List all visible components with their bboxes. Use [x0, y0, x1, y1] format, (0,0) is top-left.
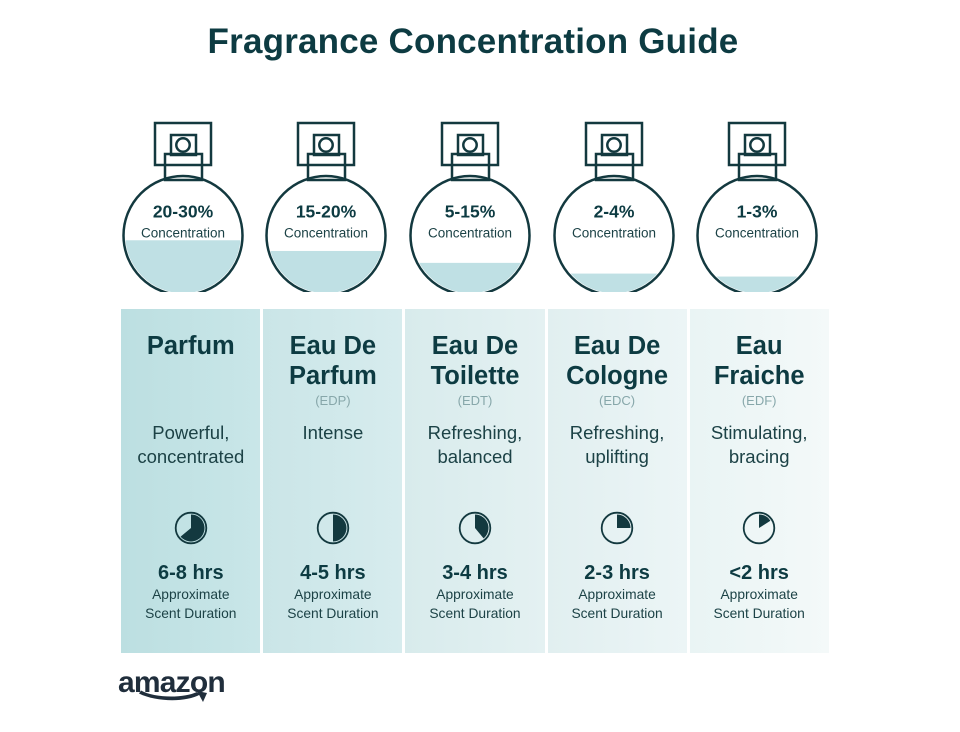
svg-text:15-20%: 15-20%	[296, 202, 357, 222]
svg-text:20-30%: 20-30%	[152, 202, 213, 222]
svg-text:5-15%: 5-15%	[445, 202, 496, 222]
svg-text:Concentration: Concentration	[284, 226, 368, 241]
svg-text:Concentration: Concentration	[572, 226, 656, 241]
svg-text:Concentration: Concentration	[428, 226, 512, 241]
svg-text:2-4%: 2-4%	[593, 202, 634, 222]
svg-text:amazon: amazon	[118, 666, 225, 699]
svg-text:Concentration: Concentration	[715, 226, 799, 241]
svg-text:1-3%: 1-3%	[737, 202, 778, 222]
svg-text:Concentration: Concentration	[140, 226, 224, 241]
